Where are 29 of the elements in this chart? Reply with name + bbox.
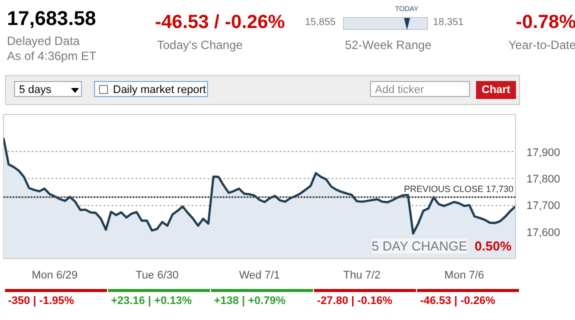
annotation: 5 DAY CHANGE <box>372 238 468 254</box>
ref-line-label: PREVIOUS CLOSE 17,730 <box>404 184 514 194</box>
text: +138 | +0.79% <box>211 289 313 312</box>
x-tick-label: Mon 6/29 <box>32 270 78 282</box>
text: 15,855 <box>305 16 336 30</box>
text: As of 4:36pm ET <box>7 48 96 65</box>
text: 52-Week Range <box>345 37 432 54</box>
text: -350 | -1.95% <box>5 289 107 312</box>
x-tick-label: Mon 7/6 <box>444 270 484 282</box>
annotation: 0.50% <box>474 238 512 254</box>
y-tick-label: 17,800 <box>526 174 560 186</box>
chart-title: 17,683.58 <box>7 7 96 32</box>
text: -46.53 / -0.26% <box>155 11 285 35</box>
x-tick-label: Wed 7/1 <box>239 270 280 282</box>
text: -46.53 | -0.26% <box>417 289 519 312</box>
x-tick-label: Tue 6/30 <box>136 270 179 282</box>
text: 5 days <box>14 81 82 97</box>
text: Today's Change <box>157 37 243 54</box>
y-tick-label: 17,900 <box>526 146 560 159</box>
text: Add ticker <box>370 81 470 97</box>
text: +23.16 | +0.13% <box>108 289 210 312</box>
y-tick-label: 17,700 <box>526 200 560 212</box>
text: 18,351 <box>433 16 464 30</box>
y-tick-label: 17,600 <box>526 226 560 239</box>
x-tick-label: Thu 7/2 <box>343 270 381 282</box>
text: Daily market report <box>94 81 208 97</box>
text: -27.80 | -0.16% <box>314 289 416 312</box>
text: Delayed Data <box>7 33 80 50</box>
text: Chart <box>476 81 516 99</box>
